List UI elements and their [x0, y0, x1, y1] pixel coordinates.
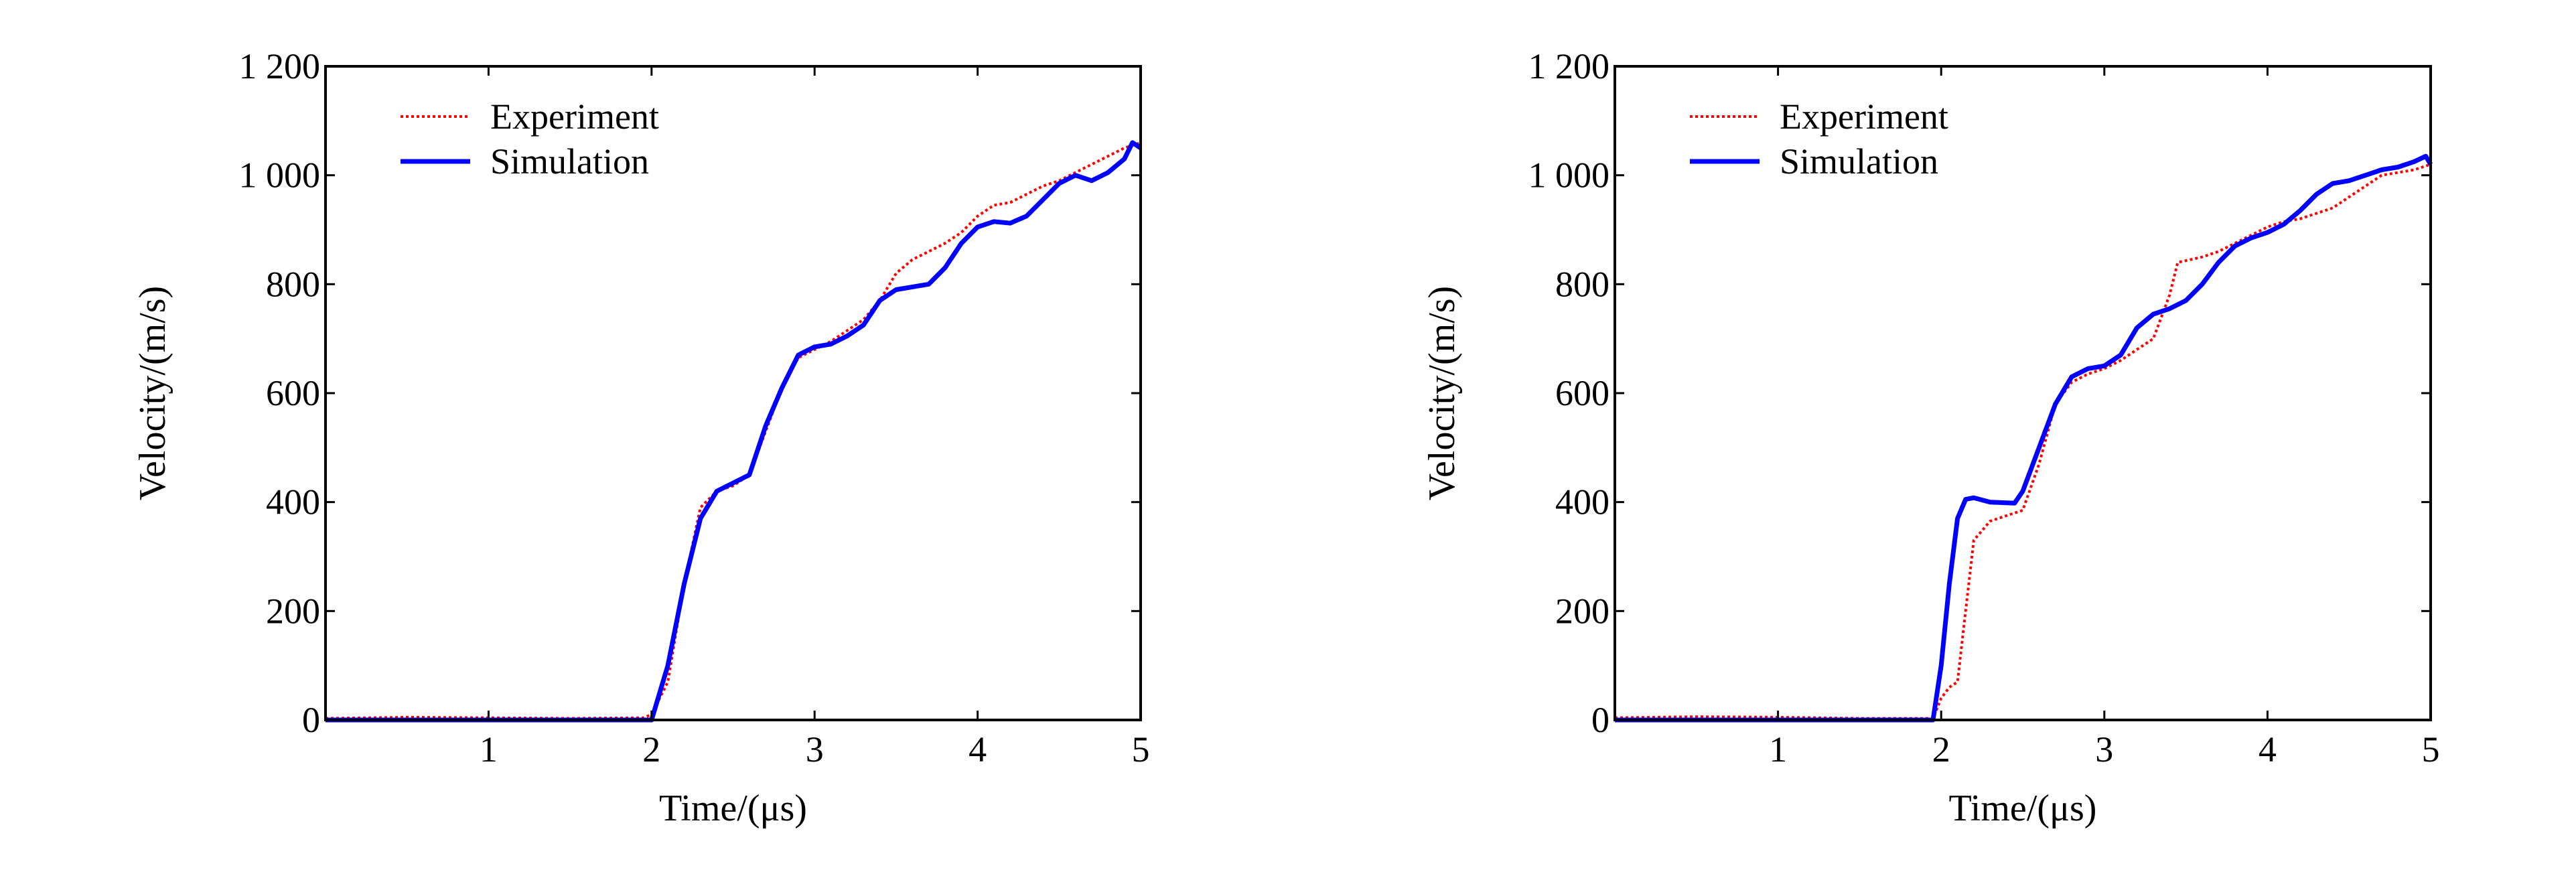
y-tick-label: 200 — [266, 591, 320, 631]
x-tick-label: 4 — [2259, 729, 2277, 770]
y-tick-label: 800 — [266, 264, 320, 304]
plot-frame — [1614, 65, 2432, 721]
legend-label-experiment: Experiment — [1780, 96, 1948, 137]
x-tick-label: 3 — [2095, 729, 2113, 770]
y-tick-label: 200 — [1555, 591, 1609, 631]
legend-label-simulation: Simulation — [490, 141, 649, 182]
y-tick-label: 600 — [1555, 373, 1609, 413]
x-tick-label: 5 — [1132, 729, 1150, 770]
y-tick-label: 400 — [1555, 482, 1609, 522]
x-axis-label: Time/(μs) — [1949, 788, 2097, 829]
x-tick-label: 1 — [1769, 729, 1787, 770]
legend-label-experiment: Experiment — [490, 96, 659, 137]
y-tick-label: 1 000 — [239, 155, 321, 196]
x-tick-label: 1 — [480, 729, 498, 770]
y-tick-label: 800 — [1555, 264, 1609, 304]
x-tick-label: 3 — [806, 729, 824, 770]
chart-2: 1 2 3 4 5 0 200 400 600 800 1 000 1 200 Time/(μs) Vel… — [1421, 46, 2440, 829]
y-tick-label: 400 — [266, 482, 320, 522]
legend-label-simulation: Simulation — [1780, 141, 1938, 182]
x-tick-label: 2 — [1932, 729, 1950, 770]
series-line-simulation — [326, 140, 1142, 723]
y-axis-label: Velocity/(m/s) — [132, 286, 173, 500]
plot-frame — [324, 65, 1142, 721]
y-tick-label: 600 — [266, 373, 320, 413]
y-tick-label: 0 — [302, 700, 320, 740]
x-axis-label: Time/(μs) — [659, 788, 807, 829]
series-line-experiment — [325, 141, 1141, 720]
x-tick-label: 5 — [2422, 729, 2440, 770]
y-tick-label: 1 200 — [1528, 46, 1610, 86]
y-axis-label: Velocity/(m/s) — [1421, 286, 1463, 500]
series-line-simulation — [1615, 153, 2433, 723]
y-tick-label: 0 — [1591, 700, 1609, 740]
y-tick-label: 1 000 — [1528, 155, 1610, 196]
y-tick-label: 1 200 — [239, 46, 321, 86]
x-tick-label: 2 — [642, 729, 660, 770]
chart-1: 1 2 3 4 5 0 200 400 600 800 1 000 1 200 Time/(μs) Vel… — [132, 46, 1150, 829]
x-tick-label: 4 — [969, 729, 987, 770]
series-line-experiment — [1614, 163, 2431, 720]
